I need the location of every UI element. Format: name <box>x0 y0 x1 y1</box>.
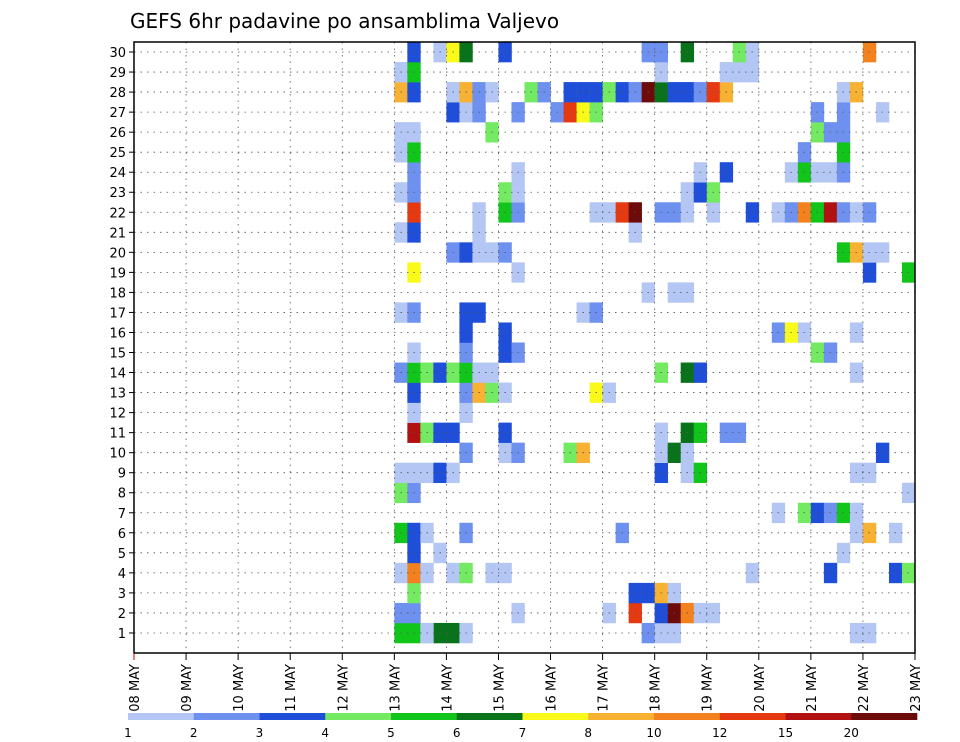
legend-label: 5 <box>387 726 395 740</box>
legend-label: 4 <box>321 726 329 740</box>
legend-swatch <box>391 713 458 720</box>
legend-swatch <box>654 713 721 720</box>
y-tick-label: 17 <box>109 306 126 321</box>
y-tick-label: 5 <box>118 547 126 562</box>
y-tick-label: 3 <box>118 587 126 602</box>
legend-label: 2 <box>190 726 198 740</box>
x-tick-label: 23 MAY <box>909 664 924 712</box>
x-tick-label: 19 MAY <box>701 664 716 712</box>
legend-swatch <box>719 713 786 720</box>
x-tick-label: 13 MAY <box>388 664 403 712</box>
x-axis-ticks: 08 MAY 09 MAY 10 MAY 11 MAY 12 MAY 13 MAY 14 M… <box>128 653 924 712</box>
x-tick-label: 18 MAY <box>649 664 664 712</box>
legend-label: 7 <box>519 726 527 740</box>
y-tick-label: 25 <box>109 146 126 161</box>
x-tick-label: 17 MAY <box>597 664 612 712</box>
y-tick-label: 26 <box>109 126 126 141</box>
y-tick-label: 28 <box>109 86 126 101</box>
legend-swatch <box>193 713 260 720</box>
legend-swatch <box>588 713 655 720</box>
y-tick-label: 7 <box>118 507 126 522</box>
y-tick-label: 19 <box>109 266 126 281</box>
y-tick-label: 23 <box>109 186 126 201</box>
legend-label: 10 <box>646 726 661 740</box>
y-tick-label: 30 <box>109 46 126 61</box>
y-tick-label: 29 <box>109 66 126 81</box>
x-tick-label: 11 MAY <box>284 664 299 712</box>
y-tick-label: 1 <box>118 627 126 642</box>
y-tick-label: 20 <box>109 246 126 261</box>
legend-swatch <box>522 713 589 720</box>
y-tick-label: 2 <box>118 607 126 622</box>
legend-label: 6 <box>453 726 461 740</box>
x-tick-label: 20 MAY <box>753 664 768 712</box>
legend-label: 1 <box>124 726 132 740</box>
y-axis-ticks: 1234567891011121314151617181920212223242… <box>109 46 134 642</box>
y-tick-label: 12 <box>109 407 126 422</box>
y-tick-label: 14 <box>109 367 126 382</box>
legend-swatch <box>259 713 326 720</box>
y-tick-label: 18 <box>109 286 126 301</box>
x-tick-label: 14 MAY <box>440 664 455 712</box>
y-tick-label: 9 <box>118 467 126 482</box>
y-tick-label: 10 <box>109 447 126 462</box>
y-tick-label: 11 <box>109 427 126 442</box>
legend-label: 20 <box>844 726 859 740</box>
legend-label: 3 <box>256 726 264 740</box>
x-tick-label: 10 MAY <box>232 664 247 712</box>
y-tick-label: 13 <box>109 387 126 402</box>
grid-lines <box>134 42 915 653</box>
legend-swatch <box>851 713 918 720</box>
x-tick-label: 08 MAY <box>128 664 143 712</box>
y-tick-label: 27 <box>109 106 126 121</box>
legend-label: 8 <box>584 726 592 740</box>
x-tick-label: 09 MAY <box>180 664 195 712</box>
chart-title: GEFS 6hr padavine po ansamblima Valjevo <box>130 9 559 33</box>
x-tick-label: 22 MAY <box>857 664 872 712</box>
x-tick-label: 12 MAY <box>336 664 351 712</box>
legend-swatch <box>128 713 195 720</box>
legend: 1 2 3 4 5 6 7 8 10 12 15 20 <box>124 713 918 740</box>
y-tick-label: 4 <box>118 567 126 582</box>
y-tick-label: 15 <box>109 347 126 362</box>
legend-swatch <box>456 713 523 720</box>
x-tick-label: 15 MAY <box>492 664 507 712</box>
y-tick-label: 21 <box>109 226 126 241</box>
legend-label: 15 <box>778 726 793 740</box>
x-tick-label: 21 MAY <box>805 664 820 712</box>
legend-label: 12 <box>712 726 727 740</box>
legend-swatch <box>785 713 852 720</box>
y-tick-label: 22 <box>109 206 126 221</box>
legend-swatch <box>325 713 392 720</box>
y-tick-label: 8 <box>118 487 126 502</box>
y-tick-label: 16 <box>109 326 126 341</box>
x-tick-label: 16 MAY <box>545 664 560 712</box>
plot-frame <box>133 41 916 654</box>
y-tick-label: 24 <box>109 166 126 181</box>
y-tick-label: 6 <box>118 527 126 542</box>
